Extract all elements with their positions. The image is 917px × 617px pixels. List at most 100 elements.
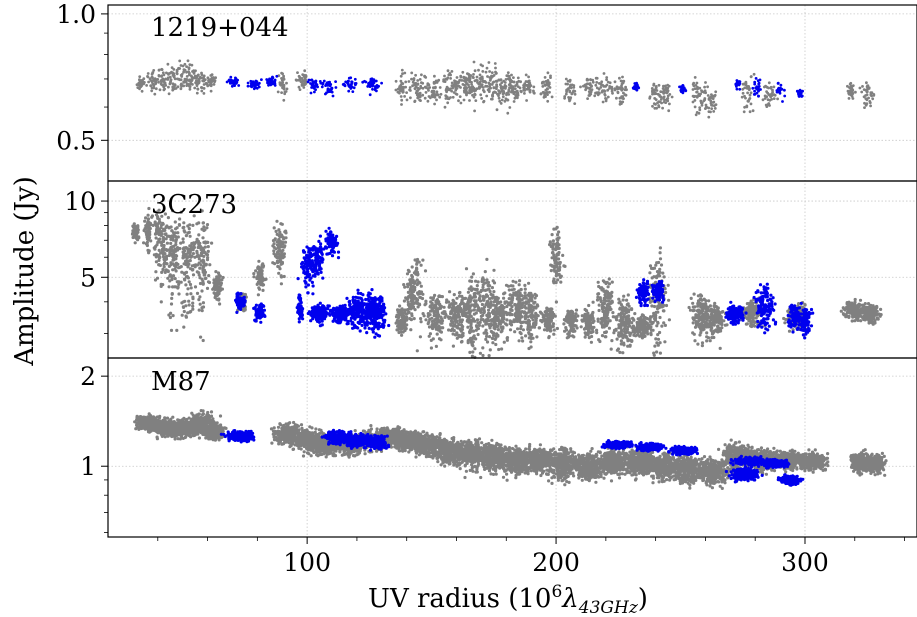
data-point <box>314 79 318 83</box>
data-point <box>485 334 489 338</box>
data-point <box>187 280 191 284</box>
data-point <box>401 72 404 76</box>
data-point <box>470 343 474 347</box>
data-point <box>487 90 491 93</box>
data-point <box>570 334 575 338</box>
data-point <box>190 268 195 272</box>
data-point <box>651 104 654 108</box>
data-point <box>604 335 608 339</box>
data-point <box>622 341 626 345</box>
data-point <box>279 282 283 286</box>
data-point <box>198 281 203 286</box>
data-point <box>459 86 462 89</box>
data-point <box>373 85 377 88</box>
data-point <box>449 312 453 316</box>
data-point <box>622 294 626 298</box>
data-point <box>199 251 203 255</box>
data-point <box>304 82 308 85</box>
data-point <box>475 75 479 79</box>
data-point <box>509 80 512 84</box>
data-point <box>478 82 482 85</box>
data-point <box>530 308 534 312</box>
data-point <box>626 293 630 297</box>
data-point <box>556 236 560 240</box>
data-point <box>490 74 493 78</box>
data-point <box>193 86 197 90</box>
data-point <box>157 68 161 72</box>
data-point <box>429 338 433 342</box>
data-point <box>276 90 280 94</box>
data-point <box>166 269 170 273</box>
data-point <box>175 72 179 76</box>
data-point <box>747 88 751 92</box>
data-point <box>201 305 206 309</box>
data-point <box>416 291 420 295</box>
data-point <box>473 347 477 351</box>
data-point <box>601 100 605 104</box>
data-point <box>484 337 488 341</box>
data-point <box>152 69 156 72</box>
data-point <box>583 315 587 319</box>
data-point <box>590 334 594 339</box>
data-point <box>353 77 357 81</box>
data-point <box>508 82 512 86</box>
data-point <box>735 87 739 91</box>
data-point <box>475 284 479 288</box>
data-point <box>693 76 697 79</box>
data-point <box>747 100 750 103</box>
data-point <box>436 93 440 97</box>
data-point <box>209 74 213 77</box>
data-point <box>397 330 401 335</box>
data-point <box>459 101 463 105</box>
data-point <box>493 62 497 65</box>
data-point <box>171 236 175 240</box>
data-point <box>419 290 424 294</box>
data-point <box>202 240 206 244</box>
data-point <box>471 88 475 91</box>
data-point <box>651 266 655 271</box>
data-point <box>616 90 620 94</box>
data-point <box>548 240 552 244</box>
data-point <box>542 95 546 99</box>
data-point <box>487 335 492 339</box>
data-point <box>527 281 531 285</box>
data-point <box>615 348 620 352</box>
data-point <box>467 85 471 89</box>
data-point <box>470 279 474 283</box>
data-point <box>202 264 206 268</box>
data-point <box>190 78 194 82</box>
data-point <box>156 222 160 226</box>
data-point <box>409 328 413 332</box>
data-point <box>410 312 414 316</box>
data-point <box>281 248 285 252</box>
data-point <box>660 101 663 105</box>
data-point <box>683 88 687 91</box>
data-point <box>427 95 431 98</box>
data-point <box>186 287 190 291</box>
data-point <box>601 84 605 87</box>
data-point <box>574 308 579 312</box>
data-point <box>622 79 626 83</box>
data-point <box>466 290 470 294</box>
data-point <box>741 87 745 91</box>
data-point <box>399 79 403 83</box>
data-point <box>183 262 187 266</box>
data-point <box>265 78 269 81</box>
data-point <box>488 70 491 73</box>
data-point <box>479 318 483 322</box>
data-point <box>524 306 528 310</box>
data-point <box>502 311 506 315</box>
data-point <box>468 350 472 354</box>
data-point <box>547 324 552 328</box>
data-point <box>625 315 629 319</box>
data-point <box>484 329 488 333</box>
data-point <box>697 325 701 329</box>
data-point <box>598 92 601 95</box>
data-point <box>568 90 572 94</box>
data-point <box>610 87 614 91</box>
data-point <box>563 329 567 333</box>
data-point <box>188 73 191 77</box>
data-point <box>182 68 186 72</box>
data-point <box>589 321 593 325</box>
data-point <box>714 90 718 94</box>
